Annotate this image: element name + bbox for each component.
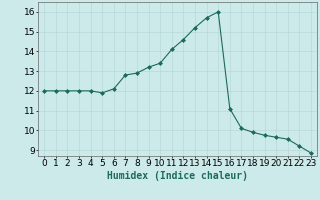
X-axis label: Humidex (Indice chaleur): Humidex (Indice chaleur) [107, 171, 248, 181]
